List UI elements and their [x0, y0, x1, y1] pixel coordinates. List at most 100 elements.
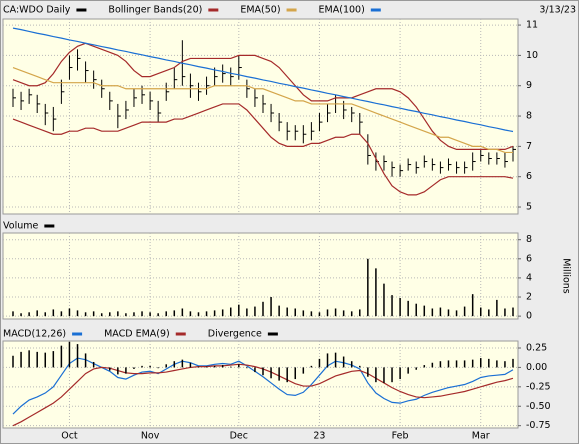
- bar: [488, 358, 490, 368]
- bar: [181, 308, 184, 317]
- bar: [133, 312, 135, 317]
- bar: [189, 362, 192, 368]
- legend-label: EMA(100): [319, 5, 365, 16]
- bar: [447, 309, 450, 317]
- bar: [326, 353, 329, 368]
- indicator-line: [12, 66, 513, 154]
- bar: [512, 307, 514, 317]
- bar: [117, 311, 119, 317]
- y-tick-label: 2: [526, 292, 532, 303]
- x-tick-label: Mar: [472, 431, 490, 442]
- bar: [504, 361, 506, 368]
- chart-date: 3/13/23: [539, 5, 576, 16]
- y-tick-label: 6: [526, 253, 532, 264]
- bar: [447, 360, 450, 368]
- bar: [439, 307, 442, 317]
- bar: [302, 310, 305, 317]
- bar: [76, 344, 79, 368]
- bar: [278, 305, 280, 317]
- bar: [84, 353, 87, 368]
- bar: [117, 367, 119, 375]
- bar: [350, 311, 353, 317]
- bar: [455, 360, 458, 368]
- bar: [44, 312, 47, 317]
- bar: [415, 367, 417, 370]
- bar: [512, 358, 514, 368]
- legend-label: Divergence: [208, 329, 262, 340]
- bar: [149, 365, 151, 368]
- bar: [20, 313, 22, 317]
- bar: [238, 364, 240, 368]
- bar: [181, 359, 184, 368]
- bar: [52, 351, 55, 368]
- y-tick-label: -0.75: [526, 420, 551, 431]
- bar: [270, 367, 272, 379]
- bar: [359, 365, 361, 368]
- bar: [504, 308, 506, 317]
- bar: [205, 366, 208, 368]
- bar: [431, 308, 434, 317]
- y-tick-label: 8: [526, 234, 532, 245]
- bar: [92, 361, 95, 368]
- bar: [463, 306, 466, 317]
- bar: [133, 367, 135, 369]
- bar: [125, 367, 127, 374]
- plot-area: [2, 340, 519, 429]
- bar: [471, 294, 474, 317]
- bar: [221, 365, 224, 368]
- bar: [471, 359, 474, 368]
- bar: [229, 307, 232, 317]
- bar: [302, 367, 305, 374]
- bar: [109, 367, 111, 371]
- bar: [12, 311, 14, 317]
- bar: [367, 258, 369, 317]
- x-tick-label: Nov: [141, 431, 160, 442]
- bar: [318, 358, 321, 368]
- bar: [270, 297, 272, 317]
- bar: [496, 360, 498, 368]
- legend-label: Volume: [3, 221, 38, 232]
- bar: [92, 311, 95, 317]
- bar: [431, 362, 434, 368]
- bar: [383, 283, 385, 317]
- bar: [44, 352, 47, 368]
- bar: [294, 367, 297, 380]
- y-tick-label: 0: [526, 311, 532, 322]
- bar: [221, 309, 224, 317]
- bar: [375, 367, 377, 383]
- bar: [399, 367, 401, 380]
- legend-label: CA:WDO Daily: [3, 5, 71, 16]
- bar: [439, 361, 442, 368]
- bar: [383, 367, 385, 383]
- bar: [391, 367, 393, 383]
- y-tick-label: 10: [526, 50, 538, 61]
- bar: [496, 299, 498, 317]
- bar: [149, 312, 151, 317]
- bar: [423, 365, 426, 368]
- bar: [318, 312, 321, 317]
- bar: [423, 305, 426, 317]
- legend-label: MACD EMA(9): [104, 329, 170, 340]
- bar: [262, 301, 264, 317]
- y-tick-label: 6: [526, 171, 532, 182]
- bar: [334, 352, 337, 368]
- bar: [173, 310, 176, 317]
- bar: [407, 367, 409, 374]
- y-tick-label: -0.50: [526, 401, 551, 412]
- bar: [36, 351, 38, 368]
- legend-label: MACD(12,26): [3, 329, 66, 340]
- bar: [28, 312, 30, 317]
- bar: [246, 308, 248, 317]
- bar: [52, 309, 55, 317]
- legend-label: EMA(50): [240, 5, 280, 16]
- bar: [367, 367, 369, 377]
- bar: [28, 350, 30, 368]
- bar: [60, 311, 63, 317]
- bar: [455, 310, 458, 317]
- y-tick-label: 0.25: [526, 342, 547, 353]
- x-tick-label: Feb: [392, 431, 409, 442]
- y-tick-label: 11: [526, 20, 538, 31]
- bar: [415, 303, 417, 317]
- bar: [36, 310, 38, 317]
